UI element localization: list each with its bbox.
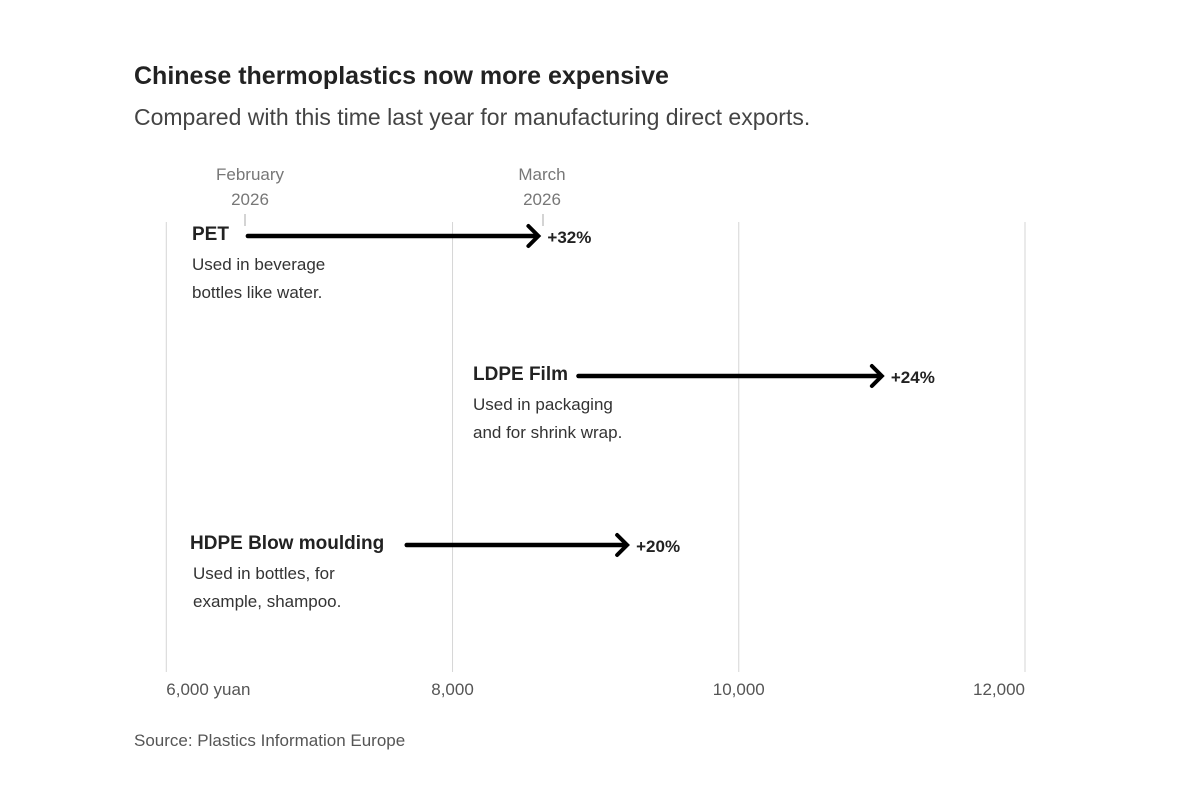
arrow-head-hdpe-blow-moulding — [615, 533, 630, 557]
period-end-year: 2026 — [523, 190, 561, 209]
chart-title: Chinese thermoplastics now more expensiv… — [134, 62, 669, 90]
series-description-ldpe-film-2: and for shrink wrap. — [473, 423, 622, 442]
chart-subtitle: Compared with this time last year for ma… — [134, 104, 811, 130]
x-tick-label-6000: 6,000 yuan — [166, 680, 250, 699]
series-description-pet-2: bottles like water. — [192, 283, 322, 302]
series-name-pet: PET — [192, 224, 229, 245]
series-description-hdpe-blow-moulding-1: Used in bottles, for — [193, 564, 335, 583]
series-name-hdpe-blow-moulding: HDPE Blow moulding — [190, 533, 384, 554]
source-note: Source: Plastics Information Europe — [134, 731, 406, 750]
change-label-ldpe-film: +24% — [891, 368, 935, 387]
series-description-ldpe-film-1: Used in packaging — [473, 395, 613, 414]
arrow-head-pet — [526, 224, 542, 248]
x-tick-label-10000: 10,000 — [713, 680, 765, 699]
series-description-pet-1: Used in beverage — [192, 255, 325, 274]
change-label-pet: +32% — [547, 228, 591, 247]
period-start-year: 2026 — [231, 190, 269, 209]
x-tick-label-8000: 8,000 — [431, 680, 474, 699]
series-name-ldpe-film: LDPE Film — [473, 364, 568, 385]
change-label-hdpe-blow-moulding: +20% — [636, 537, 680, 556]
arrow-head-ldpe-film — [869, 364, 885, 388]
period-start-month: February — [216, 165, 285, 184]
period-end-month: March — [518, 165, 565, 184]
x-tick-label-12000: 12,000 — [973, 680, 1025, 699]
series-description-hdpe-blow-moulding-2: example, shampoo. — [193, 592, 341, 611]
